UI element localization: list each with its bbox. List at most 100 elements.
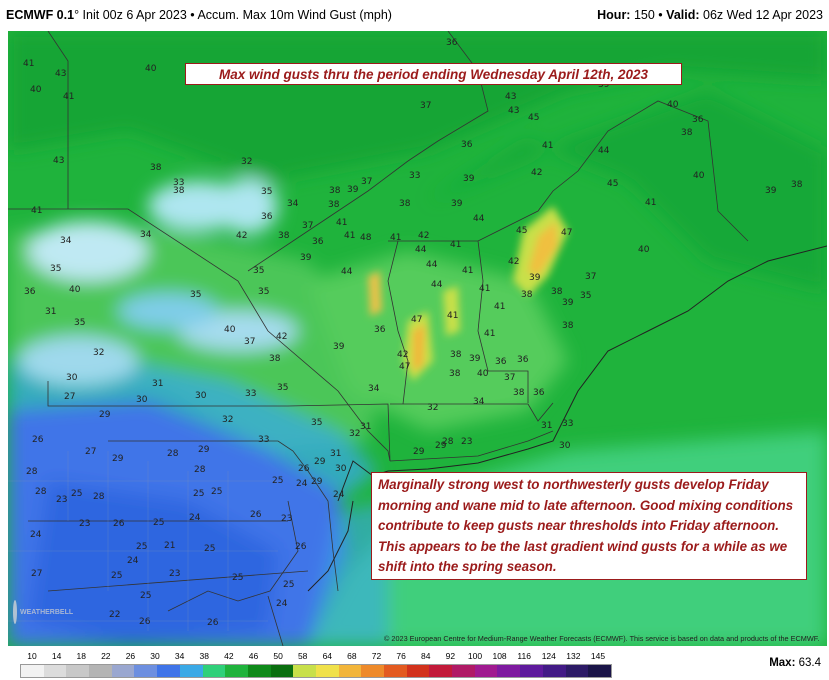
gust-value: 27 xyxy=(85,447,97,457)
hour-label: Hour: xyxy=(597,8,631,22)
gust-value: 35 xyxy=(311,418,323,428)
high-gust-streaks xyxy=(368,206,568,381)
gust-value: 42 xyxy=(418,231,430,241)
gust-value: 41 xyxy=(450,240,462,250)
gust-value: 31 xyxy=(541,421,553,431)
gust-value: 31 xyxy=(45,307,57,317)
degree-mark: ° xyxy=(74,8,80,22)
gust-value: 38 xyxy=(450,350,462,360)
gust-value: 43 xyxy=(508,106,520,116)
colorbar-swatch xyxy=(497,665,521,677)
colorbar-tick-label: 30 xyxy=(150,651,160,661)
gust-value: 44 xyxy=(431,280,443,290)
gust-value: 40 xyxy=(667,100,679,110)
header-left: ECMWF 0.1° Init 00z 6 Apr 2023 • Accum. … xyxy=(6,8,392,22)
separator: • xyxy=(190,8,195,22)
gust-value: 25 xyxy=(71,489,83,499)
colorbar-swatch xyxy=(474,665,498,677)
gust-value: 44 xyxy=(341,267,353,277)
colorbar-tick-label: 124 xyxy=(541,651,556,661)
gust-value: 41 xyxy=(336,218,348,228)
gust-value: 29 xyxy=(413,447,425,457)
colorbar-tick-label: 22 xyxy=(101,651,111,661)
gust-value: 41 xyxy=(390,233,402,243)
gust-value: 26 xyxy=(298,464,310,474)
gust-value: 29 xyxy=(112,454,124,464)
gust-value: 29 xyxy=(314,457,326,467)
gust-value: 39 xyxy=(451,199,463,209)
gust-value: 32 xyxy=(241,157,253,167)
gust-value: 34 xyxy=(473,397,485,407)
gust-value: 30 xyxy=(195,391,207,401)
gust-value: 38 xyxy=(399,199,411,209)
model-name: ECMWF 0.1 xyxy=(6,8,75,22)
gust-value: 24 xyxy=(30,530,42,540)
gust-value: 25 xyxy=(111,571,123,581)
gust-value: 41 xyxy=(484,329,496,339)
gust-value: 29 xyxy=(311,477,323,487)
colorbar-tick-label: 18 xyxy=(76,651,86,661)
colorbar-tick-label: 38 xyxy=(199,651,209,661)
gust-value: 40 xyxy=(638,245,650,255)
colorbar-tick-label: 72 xyxy=(371,651,382,661)
gust-value: 36 xyxy=(24,287,36,297)
colorbar: 10 14 18 22 26 30 34 38 42 46 50 58 64 68 72 76 84 92 100 1… xyxy=(20,651,612,678)
colorbar-swatch xyxy=(21,665,44,677)
gust-value: 38 xyxy=(521,290,533,300)
gust-value: 36 xyxy=(533,388,545,398)
gust-value: 38 xyxy=(791,180,803,190)
gust-value: 41 xyxy=(447,311,459,321)
gust-value: 39 xyxy=(333,342,345,352)
gust-value: 29 xyxy=(198,445,210,455)
boundaries xyxy=(8,31,749,646)
colorbar-swatches xyxy=(20,664,612,678)
gust-value: 31 xyxy=(330,449,342,459)
gust-value: 25 xyxy=(283,580,295,590)
logo-text: WEATHERBELL xyxy=(20,608,74,616)
gust-value: 30 xyxy=(136,395,148,405)
gust-value: 25 xyxy=(232,573,244,583)
gust-value: 28 xyxy=(26,467,38,477)
gust-value: 31 xyxy=(360,422,372,432)
globe-icon xyxy=(13,600,17,624)
gust-value: 29 xyxy=(99,410,111,420)
gust-value: 23 xyxy=(79,519,91,529)
gust-value: 41 xyxy=(31,206,43,216)
gust-value: 37 xyxy=(302,221,314,231)
colorbar-swatch xyxy=(111,665,135,677)
gust-value: 39 xyxy=(300,253,312,263)
gust-value: 36 xyxy=(446,38,458,48)
gust-value: 34 xyxy=(287,199,299,209)
separator: • xyxy=(658,8,663,22)
gust-value: 36 xyxy=(692,115,704,125)
gust-value: 39 xyxy=(347,185,359,195)
gust-value: 26 xyxy=(207,618,219,628)
colorbar-tick-label: 14 xyxy=(51,651,62,661)
gust-value: 38 xyxy=(329,186,341,196)
gust-value: 37 xyxy=(420,101,432,111)
gust-value: 28 xyxy=(93,492,105,502)
colorbar-tick-label: 132 xyxy=(566,651,581,661)
gust-value: 25 xyxy=(204,544,216,554)
gust-value: 25 xyxy=(193,489,205,499)
gust-value: 27 xyxy=(64,392,76,402)
colorbar-swatch xyxy=(225,665,248,677)
colorbar-swatch xyxy=(247,665,271,677)
gust-value: 36 xyxy=(461,140,473,150)
gust-value: 41 xyxy=(344,231,356,241)
gust-value: 41 xyxy=(63,92,75,102)
gust-value: 41 xyxy=(462,266,474,276)
colorbar-swatch xyxy=(406,665,430,677)
colorbar-tick-label: 84 xyxy=(421,651,431,661)
gust-value: 24 xyxy=(333,490,345,500)
valid-value: 06z Wed 12 Apr 2023 xyxy=(703,8,823,22)
gust-value: 28 xyxy=(35,487,47,497)
gust-value: 41 xyxy=(542,141,554,151)
gust-value: 32 xyxy=(222,415,234,425)
gust-value: 36 xyxy=(312,237,324,247)
copyright-notice: © 2023 European Centre for Medium-Range … xyxy=(384,634,820,643)
gust-value: 47 xyxy=(399,362,411,372)
colorbar-swatch xyxy=(134,665,158,677)
gust-value: 23 xyxy=(56,495,68,505)
weatherbell-logo: WEATHERBELL xyxy=(13,599,73,625)
